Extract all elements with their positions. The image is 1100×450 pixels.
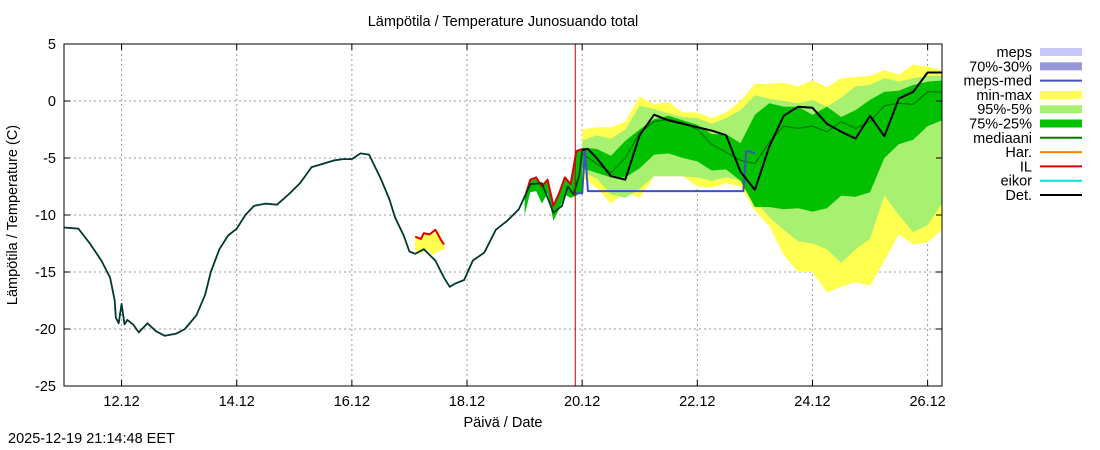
p75-25-band <box>582 80 942 212</box>
y-tick-label: -10 <box>35 208 56 224</box>
legend-label: mediaani <box>973 131 1032 147</box>
y-tick-label: -25 <box>35 379 56 395</box>
timestamp: 2025-12-19 21:14:48 EET <box>8 431 175 447</box>
observed-line <box>63 149 584 337</box>
history-yellow-band <box>415 229 444 255</box>
legend-swatch <box>1040 105 1082 114</box>
legend-label: 70%-30% <box>969 59 1032 75</box>
legend-swatch <box>1040 48 1082 56</box>
il-history-line <box>414 228 445 246</box>
legend-label: min-max <box>976 88 1032 104</box>
y-axis-label: Lämpötila / Temperature (C) <box>5 125 21 305</box>
x-axis-label: Päivä / Date <box>464 415 543 431</box>
legend-label: Det. <box>1005 188 1032 204</box>
il-history-upper-line <box>523 147 583 207</box>
y-tick-label: 5 <box>48 37 56 53</box>
legend: meps70%-30%meps-medmin-max95%-5%75%-25%m… <box>964 45 1082 204</box>
legend-label: IL <box>1020 159 1032 175</box>
y-tick-label: -5 <box>43 151 56 167</box>
x-tick-label: 14.12 <box>219 394 255 410</box>
legend-label: meps-med <box>964 74 1033 90</box>
legend-swatch <box>1040 90 1082 99</box>
x-tick-label: 18.12 <box>449 394 485 410</box>
x-tick-label: 20.12 <box>564 394 600 410</box>
legend-label: meps <box>997 45 1032 61</box>
axis-ticks: 5 0 -5 -10 -15 -20 -25 12.12 14.12 16.12 18.12 20.1… <box>35 37 946 410</box>
y-tick-label: -15 <box>35 265 56 281</box>
legend-label: eikor <box>1001 174 1033 190</box>
legend-swatch <box>1040 119 1082 128</box>
x-tick-label: 22.12 <box>679 394 715 410</box>
plot-area <box>63 44 942 386</box>
x-tick-label: 24.12 <box>794 394 830 410</box>
legend-label: 75%-25% <box>969 117 1032 133</box>
legend-label: 95%-5% <box>977 102 1032 118</box>
legend-swatch <box>1040 62 1082 71</box>
x-tick-label: 16.12 <box>334 394 370 410</box>
y-tick-label: 0 <box>48 94 56 110</box>
legend-label: Har. <box>1005 145 1032 161</box>
x-tick-label: 26.12 <box>909 394 945 410</box>
x-tick-label: 12.12 <box>103 394 139 410</box>
det-line <box>582 71 942 191</box>
chart-title: Lämpötila / Temperature Junosuando total <box>368 14 639 30</box>
y-tick-label: -20 <box>35 322 56 338</box>
